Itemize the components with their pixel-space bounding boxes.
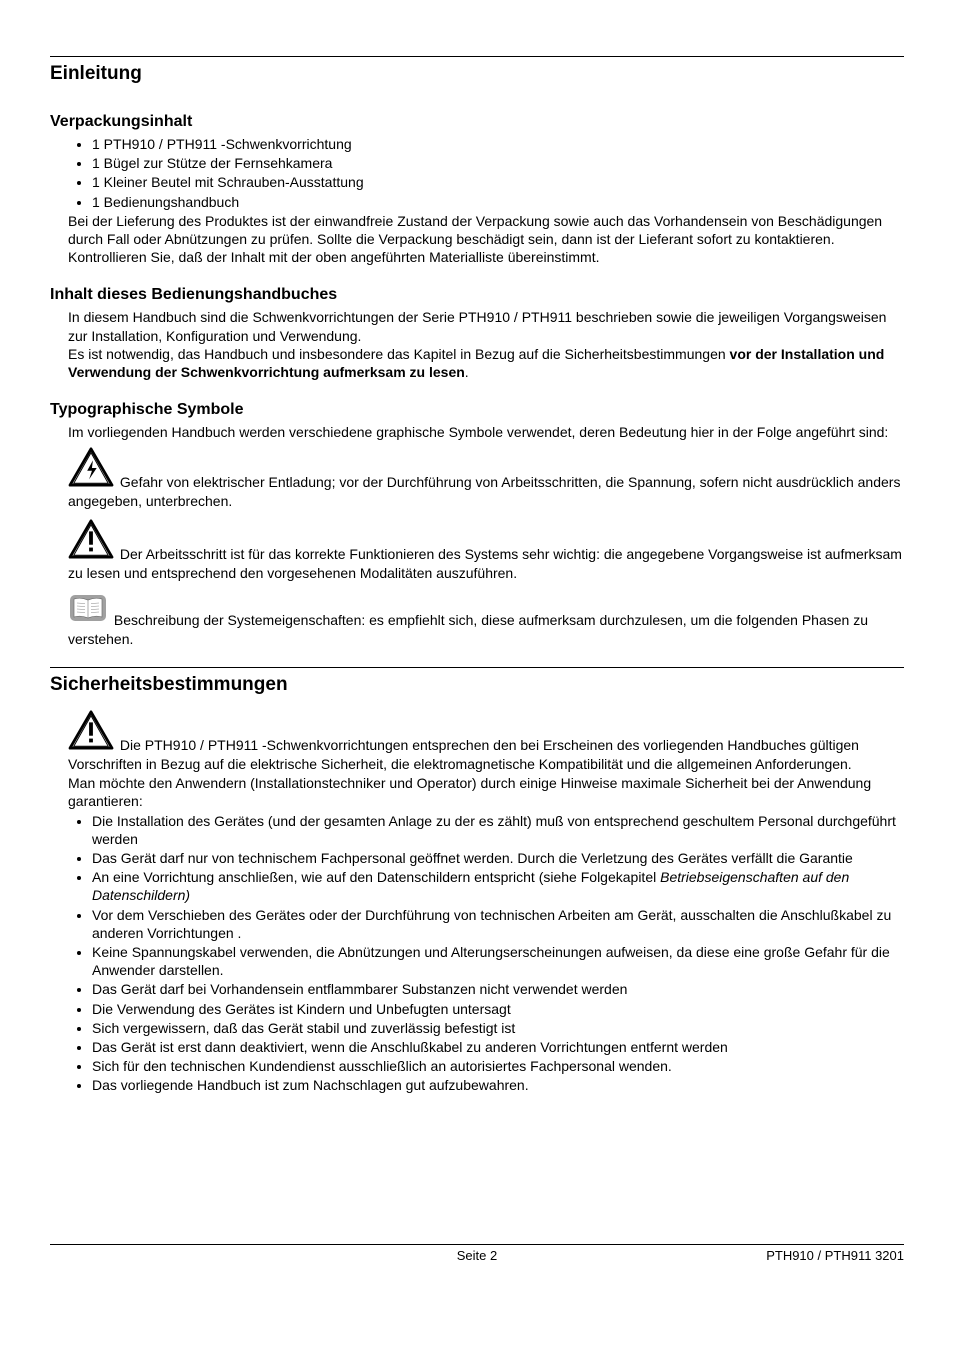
document-page: Einleitung Verpackungsinhalt 1 PTH910 / … (0, 0, 954, 1351)
danger-bolt-icon (68, 447, 114, 492)
paragraph: In diesem Handbuch sind die Schwenkvorri… (68, 308, 904, 344)
symbol-block-warning: Der Arbeitsschritt ist für das korrekte … (68, 519, 904, 583)
list-item: 1 PTH910 / PTH911 -Schwenkvorrichtung (92, 135, 904, 153)
list-item: 1 Bügel zur Stütze der Fernsehkamera (92, 154, 904, 172)
rule-mid (50, 667, 904, 668)
list-item: Das Gerät darf nur von technischem Fachp… (92, 849, 904, 867)
paragraph: Im vorliegenden Handbuch werden verschie… (68, 423, 904, 441)
list-item: Die Verwendung des Gerätes ist Kindern u… (92, 1000, 904, 1018)
symbol-text: Beschreibung der Systemeigenschaften: es… (68, 612, 868, 647)
paragraph: Man möchte den Anwendern (Installationst… (68, 774, 904, 810)
warning-exclamation-icon (68, 519, 114, 564)
paragraph: Es ist notwendig, das Handbuch und insbe… (68, 345, 904, 381)
list-item: Vor dem Verschieben des Gerätes oder der… (92, 906, 904, 942)
list-item: Das Gerät ist erst dann deaktiviert, wen… (92, 1038, 904, 1056)
symbol-block-info: Beschreibung der Systemeigenschaften: es… (68, 591, 904, 649)
subheading-verpackungsinhalt: Verpackungsinhalt (50, 113, 904, 131)
page-footer: Seite 2 PTH910 / PTH911 3201 (50, 1244, 904, 1263)
list-item: Das Gerät darf bei Vorhandensein entflam… (92, 980, 904, 998)
list-item: 1 Kleiner Beutel mit Schrauben-Ausstattu… (92, 173, 904, 191)
text-run: Es ist notwendig, das Handbuch und insbe… (68, 346, 730, 362)
heading-sicherheit: Sicherheitsbestimmungen (50, 674, 904, 696)
list-item: Sich vergewissern, daß das Gerät stabil … (92, 1019, 904, 1037)
symbol-block-danger: Gefahr von elektrischer Entladung; vor d… (68, 447, 904, 511)
list-item: Sich für den technischen Kundendienst au… (92, 1057, 904, 1075)
list-item: An eine Vorrichtung anschließen, wie auf… (92, 868, 904, 904)
rule-top (50, 56, 904, 57)
manual-book-icon (68, 591, 108, 630)
safety-intro-text: Die PTH910 / PTH911 -Schwenkvorrichtunge… (68, 737, 859, 772)
text-run: . (465, 364, 469, 380)
packing-list: 1 PTH910 / PTH911 -Schwenkvorrichtung 1 … (92, 135, 904, 211)
list-item: Keine Spannungskabel verwenden, die Abnü… (92, 943, 904, 979)
page-number: Seite 2 (270, 1248, 684, 1263)
paragraph: Bei der Lieferung des Produktes ist der … (68, 212, 904, 248)
list-item: Das vorliegende Handbuch ist zum Nachsch… (92, 1076, 904, 1094)
footer-rule (50, 1244, 904, 1245)
safety-intro-block: Die PTH910 / PTH911 -Schwenkvorrichtunge… (68, 710, 904, 774)
paragraph: Kontrollieren Sie, daß der Inhalt mit de… (68, 248, 904, 266)
warning-exclamation-icon (68, 710, 114, 755)
heading-einleitung: Einleitung (50, 63, 904, 85)
text-run: An eine Vorrichtung anschließen, wie auf… (92, 869, 660, 885)
footer-spacer (50, 1248, 270, 1263)
symbol-text: Der Arbeitsschritt ist für das korrekte … (68, 546, 902, 581)
subheading-symbole: Typographische Symbole (50, 401, 904, 419)
list-item: 1 Bedienungshandbuch (92, 193, 904, 211)
subheading-inhalt: Inhalt dieses Bedienungshandbuches (50, 286, 904, 304)
safety-list: Die Installation des Gerätes (und der ge… (92, 812, 904, 1095)
footer-doc-id: PTH910 / PTH911 3201 (684, 1248, 904, 1263)
symbol-text: Gefahr von elektrischer Entladung; vor d… (68, 474, 900, 509)
list-item: Die Installation des Gerätes (und der ge… (92, 812, 904, 848)
